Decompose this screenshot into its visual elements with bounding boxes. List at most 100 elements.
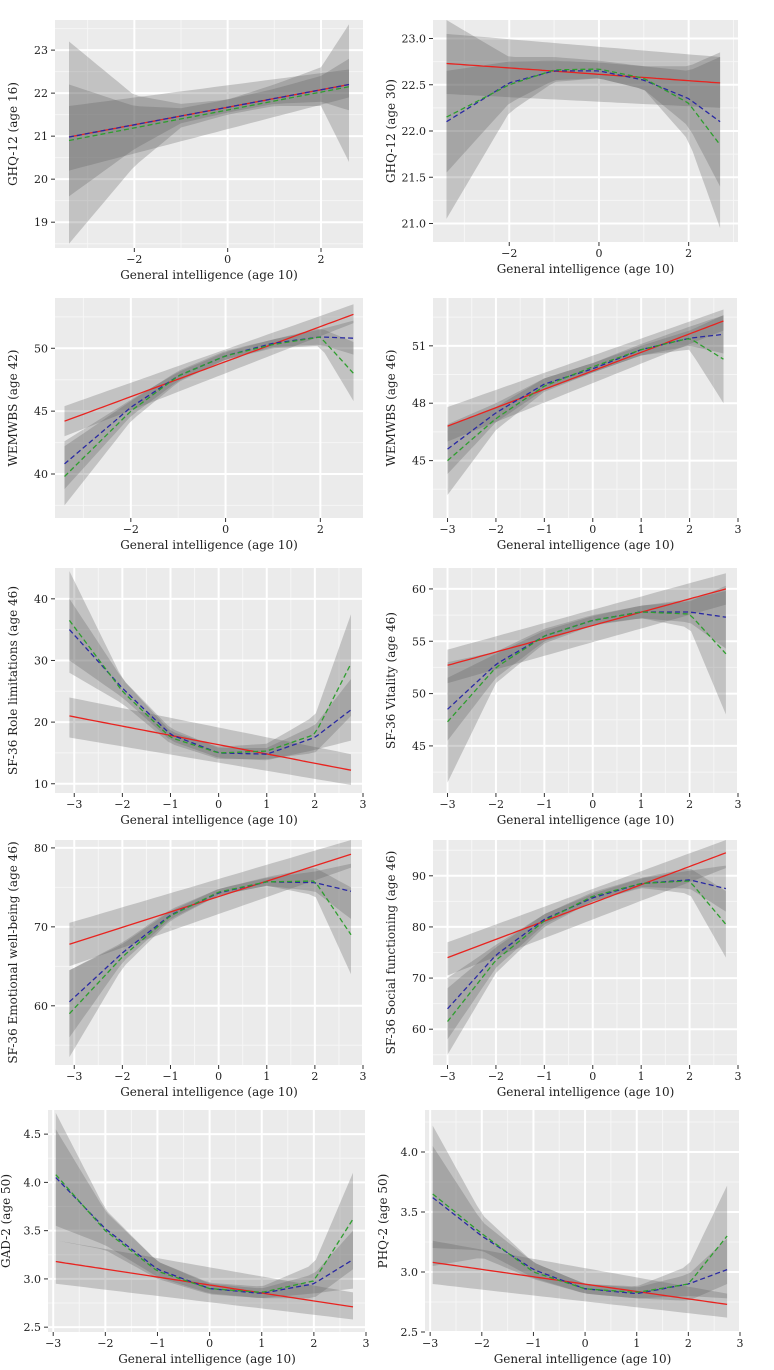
linear-ci-band bbox=[447, 840, 726, 976]
cubic-fit-line bbox=[447, 338, 724, 462]
chart-panel-4: −3 −2 −1 0 1 2 3 45 48 51 General intelligence (ag… bbox=[384, 298, 742, 552]
axes: −3 −2 −1 0 1 2 3 45 48 51 bbox=[412, 340, 742, 536]
linear-ci-band bbox=[64, 304, 354, 437]
gridlines bbox=[433, 20, 738, 242]
y-tick-label: 70 bbox=[34, 921, 48, 934]
gridlines bbox=[425, 1110, 741, 1333]
quadratic-fit-line bbox=[447, 611, 726, 710]
chart-panel-8: −3 −2 −1 0 1 2 3 60 70 80 90 General intelligence (… bbox=[384, 840, 742, 1099]
axes: −3 −2 −1 0 1 2 3 60 70 80 90 bbox=[412, 870, 742, 1083]
gridlines bbox=[433, 840, 739, 1065]
x-tick-label: −1 bbox=[536, 523, 552, 536]
y-axis-title: GHQ-12 (age 30) bbox=[384, 79, 398, 183]
cubic-ci-band bbox=[69, 24, 349, 244]
x-tick-label: −3 bbox=[66, 1070, 82, 1083]
x-tick-label: −3 bbox=[66, 798, 82, 811]
quadratic-ci-band bbox=[432, 1146, 728, 1299]
axes: −3 −2 −1 0 1 2 3 2.5 3.0 3.5 4.0 4.5 bbox=[24, 1128, 370, 1350]
x-tick-label: 0 bbox=[215, 1070, 222, 1083]
x-tick-label: 2 bbox=[685, 1337, 692, 1350]
gridlines bbox=[48, 1110, 367, 1332]
x-axis-title: General intelligence (age 10) bbox=[120, 1085, 298, 1099]
y-tick-label: 51 bbox=[412, 340, 426, 353]
y-tick-label: 45 bbox=[412, 455, 426, 468]
linear-ci-band bbox=[447, 309, 724, 442]
linear-fit-line bbox=[432, 1261, 728, 1306]
x-tick-label: −2 bbox=[97, 1337, 113, 1350]
x-tick-label: −1 bbox=[536, 1070, 552, 1083]
y-axis-title: SF-36 Social functioning (age 46) bbox=[384, 851, 398, 1055]
linear-ci-band bbox=[69, 69, 349, 171]
cubic-ci-band bbox=[447, 591, 726, 783]
quadratic-fit-line bbox=[447, 333, 724, 450]
plot-area bbox=[432, 1125, 728, 1318]
cubic-fit-line bbox=[64, 336, 354, 477]
y-tick-label: 2.5 bbox=[24, 1321, 42, 1334]
quadratic-fit-line bbox=[446, 70, 721, 123]
linear-fit-line bbox=[69, 715, 352, 771]
linear-fit-line bbox=[446, 62, 721, 84]
y-tick-label: 60 bbox=[412, 1023, 426, 1036]
y-tick-label: 23.0 bbox=[402, 33, 427, 46]
x-axis-title: General intelligence (age 10) bbox=[120, 268, 298, 282]
y-tick-label: 80 bbox=[34, 842, 48, 855]
x-tick-label: 1 bbox=[638, 523, 645, 536]
x-tick-label: −2 bbox=[114, 798, 130, 811]
y-tick-label: 70 bbox=[412, 972, 426, 985]
x-tick-label: 2 bbox=[686, 798, 693, 811]
y-axis-title: WEMWBS (age 46) bbox=[384, 350, 398, 467]
plot-background bbox=[433, 568, 738, 793]
plot-area bbox=[68, 571, 352, 785]
cubic-ci-band bbox=[55, 1112, 354, 1299]
x-tick-label: 2 bbox=[311, 1070, 318, 1083]
y-tick-label: 4.0 bbox=[24, 1176, 42, 1189]
x-tick-label: −1 bbox=[536, 798, 552, 811]
x-tick-label: −2 bbox=[488, 1070, 504, 1083]
y-axis-title: SF-36 Vitality (age 46) bbox=[384, 612, 398, 749]
x-tick-label: 2 bbox=[685, 247, 692, 260]
x-tick-label: −2 bbox=[488, 798, 504, 811]
linear-fit-line bbox=[69, 853, 352, 945]
y-tick-label: 60 bbox=[412, 583, 426, 596]
cubic-fit-line bbox=[68, 620, 352, 754]
y-tick-label: 10 bbox=[34, 778, 48, 791]
cubic-fit-line bbox=[447, 611, 727, 723]
y-tick-label: 22.0 bbox=[402, 125, 427, 138]
chart-panel-9: −3 −2 −1 0 1 2 3 2.5 3.0 3.5 4.0 4.5 General intelli… bbox=[0, 1110, 370, 1366]
quadratic-fit-line bbox=[55, 1177, 354, 1294]
x-tick-label: −2 bbox=[114, 1070, 130, 1083]
x-tick-label: −1 bbox=[149, 1337, 165, 1350]
y-tick-label: 3.0 bbox=[401, 1266, 419, 1279]
plot-area bbox=[64, 304, 354, 506]
y-tick-label: 22.5 bbox=[402, 79, 427, 92]
x-tick-label: 2 bbox=[686, 523, 693, 536]
plot-area bbox=[68, 840, 352, 1058]
x-tick-label: 1 bbox=[633, 1337, 640, 1350]
linear-fit-line bbox=[64, 313, 354, 422]
x-axis-title: General intelligence (age 10) bbox=[120, 538, 298, 552]
plot-background bbox=[55, 298, 363, 518]
y-axis-title: SF-36 Role limitations (age 46) bbox=[6, 586, 20, 775]
linear-ci-band bbox=[69, 697, 352, 785]
y-tick-label: 40 bbox=[34, 593, 48, 606]
axes: −2 0 2 21.0 21.5 22.0 22.5 23.0 bbox=[402, 33, 693, 261]
x-tick-label: −3 bbox=[45, 1337, 61, 1350]
x-axis-title: General intelligence (age 10) bbox=[494, 1352, 672, 1366]
linear-fit-line bbox=[447, 320, 724, 427]
x-axis-title: General intelligence (age 10) bbox=[497, 813, 675, 827]
cubic-fit-line bbox=[55, 1174, 354, 1293]
x-tick-label: 0 bbox=[582, 1337, 589, 1350]
gridlines bbox=[55, 20, 363, 248]
x-tick-label: 3 bbox=[737, 1337, 744, 1350]
x-tick-label: 1 bbox=[263, 1070, 270, 1083]
linear-ci-band bbox=[447, 573, 726, 684]
quadratic-fit-line bbox=[447, 879, 727, 1010]
x-tick-label: −1 bbox=[525, 1337, 541, 1350]
linear-ci-band bbox=[432, 1240, 728, 1318]
quadratic-ci-band bbox=[69, 58, 349, 197]
x-tick-label: 2 bbox=[310, 1337, 317, 1350]
x-tick-label: 2 bbox=[317, 523, 324, 536]
x-tick-label: 0 bbox=[215, 798, 222, 811]
plot-area bbox=[447, 309, 724, 495]
chart-panel-1: −2 0 2 19 20 21 22 23 General intelligence (age … bbox=[6, 20, 363, 282]
